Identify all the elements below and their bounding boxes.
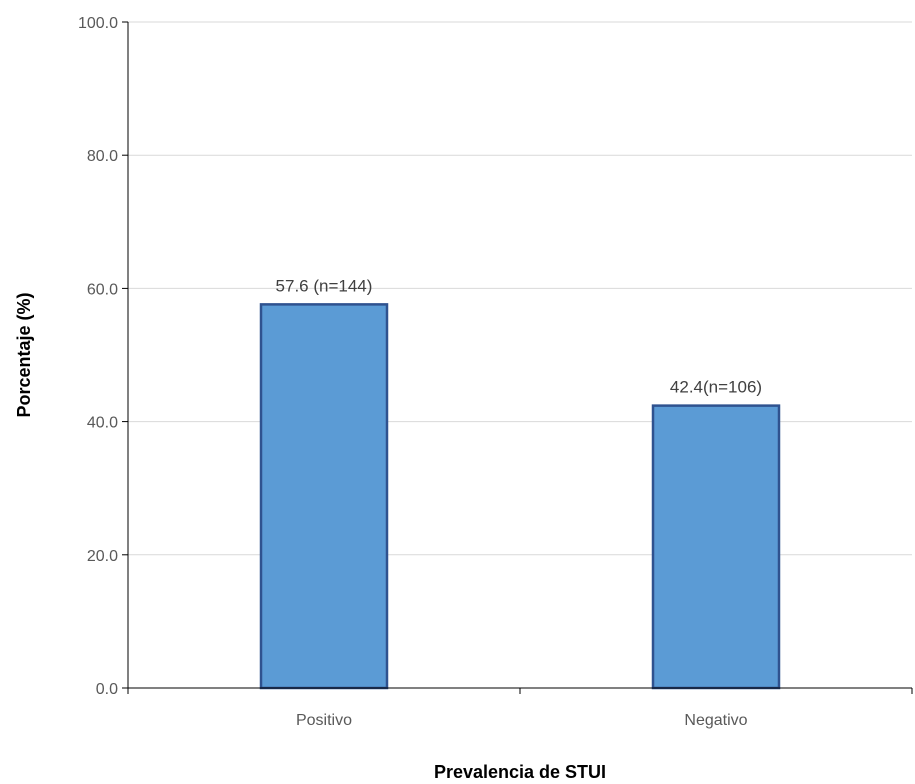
y-tick-label: 80.0 [87, 148, 118, 165]
y-tick-labels: 0.0 20.0 40.0 60.0 80.0 100.0 [78, 15, 118, 698]
x-tick-label: Positivo [296, 712, 352, 729]
bar-negativo [651, 404, 781, 690]
data-labels: 57.6 (n=144) 42.4(n=106) [276, 276, 763, 396]
axes [122, 21, 913, 694]
bar-positivo [259, 303, 389, 690]
x-tick-label: Negativo [684, 712, 747, 729]
x-tick-labels: Positivo Negativo [296, 712, 748, 729]
data-label: 42.4(n=106) [670, 378, 762, 397]
y-tick-label: 100.0 [78, 15, 118, 32]
y-tick-label: 60.0 [87, 281, 118, 298]
y-axis-title: Porcentaje (%) [14, 292, 34, 417]
bars [259, 303, 781, 690]
data-label: 57.6 (n=144) [276, 276, 373, 295]
gridlines [128, 21, 912, 556]
x-axis-title: Prevalencia de STUI [434, 762, 606, 782]
y-tick-label: 40.0 [87, 415, 118, 432]
y-tick-label: 0.0 [96, 681, 118, 698]
y-tick-label: 20.0 [87, 548, 118, 565]
